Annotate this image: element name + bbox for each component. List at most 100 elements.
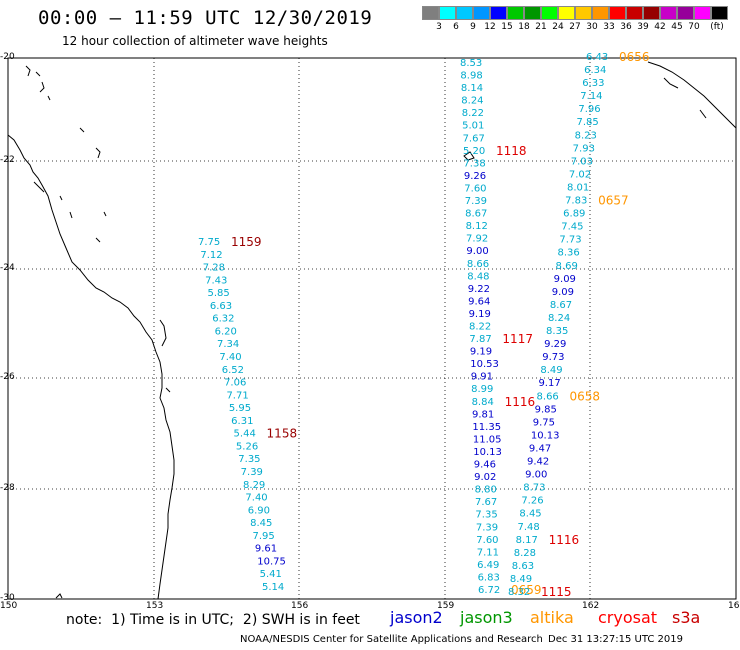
longitude-label: 165 [728,601,740,611]
scale-swatch [524,6,541,20]
wave-height-value: 5.95 [229,403,251,414]
map-subtitle: 12 hour collection of altimeter wave hei… [62,34,328,48]
wave-height-value: 7.43 [205,275,227,286]
wave-height-value: 8.66 [537,391,559,402]
wave-height-value: 9.29 [544,339,566,350]
scale-label: 27 [569,22,581,32]
wave-height-value: 6.63 [210,301,232,312]
wave-height-value: 7.75 [198,237,220,248]
scale-label: 24 [552,22,564,32]
pass-time-label: 1118 [496,144,527,158]
wave-height-value: 5.01 [462,121,484,132]
pass-time-label: 0658 [570,389,601,403]
map-title: 00:00 – 11:59 UTC 12/30/2019 [38,7,373,29]
wave-height-value: 11.05 [473,434,502,445]
wave-height-value: 9.22 [468,284,490,295]
wave-height-value: 9.19 [469,309,491,320]
scale-label: 39 [637,22,649,32]
pass-time-label: 1116 [549,533,580,547]
wave-height-value: 7.87 [469,334,491,345]
wave-height-value: 10.13 [531,430,560,441]
wave-height-value: 8.32 [508,587,530,598]
scale-label: (ft) [710,22,724,32]
wave-height-value: 10.13 [473,447,502,458]
pass-time-label: 1158 [267,427,298,441]
pass-time-label: 0659 [511,583,542,597]
wave-height-value: 8.35 [546,326,568,337]
latitude-label: -20 [0,52,15,62]
wave-height-value: 6.31 [231,416,253,427]
wave-height-color-scale [422,6,728,20]
wave-height-value: 6.43 [586,52,608,63]
wave-height-value: 7.38 [463,158,485,169]
wave-height-value: 9.61 [255,544,277,555]
scale-swatch [439,6,456,20]
wave-height-value: 6.90 [248,505,270,516]
wave-height-value: 7.40 [219,352,241,363]
wave-height-value: 6.83 [478,572,500,583]
footer-note: note: 1) Time is in UTC; 2) SWH is in fe… [66,612,360,628]
pass-time-label: 1117 [502,332,533,346]
wave-height-value: 9.81 [472,409,494,420]
wave-height-value: 8.12 [466,221,488,232]
wave-height-value: 9.19 [470,347,492,358]
wave-height-value: 8.45 [250,518,272,529]
wave-height-value: 5.26 [236,441,258,452]
wave-height-value: 8.98 [460,71,482,82]
wave-height-value: 7.93 [573,143,595,154]
scale-swatch [490,6,507,20]
scale-label: 42 [654,22,666,32]
wave-height-value: 7.34 [217,339,239,350]
wave-height-value: 7.28 [203,263,225,274]
wave-height-value: 7.02 [569,169,591,180]
wave-height-value: 9.09 [554,274,576,285]
wave-height-value: 8.49 [540,365,562,376]
wave-height-value: 11.35 [472,422,501,433]
wave-height-value: 5.85 [207,288,229,299]
scale-label: 33 [603,22,615,32]
scale-label: 9 [470,22,476,32]
wave-height-value: 6.52 [222,365,244,376]
longitude-label: 153 [146,601,164,611]
wave-height-value: 6.33 [582,78,604,89]
wave-height-value: 5.14 [262,582,284,593]
pass-time-label: 0657 [598,194,629,208]
scale-swatch [677,6,694,20]
wave-height-value: 8.24 [548,313,570,324]
satellite-name-s3a: s3a [672,608,701,627]
wave-height-value: 9.17 [538,378,560,389]
wave-height-value: 9.26 [464,171,486,182]
longitude-label: 150 [0,601,18,611]
wave-height-value: 7.48 [518,522,540,533]
wave-height-value: 7.39 [476,522,498,533]
wave-height-value: 8.80 [475,485,497,496]
satellite-name-cryosat: cryosat [598,608,658,627]
wave-height-value: 9.46 [474,460,496,471]
wave-height-value: 6.32 [212,314,234,325]
latitude-label: -24 [0,263,15,273]
wave-height-value: 8.23 [575,130,597,141]
wave-height-value: 7.92 [466,234,488,245]
wave-height-value: 9.42 [527,457,549,468]
latitude-label: -30 [0,593,15,603]
scale-swatch [541,6,558,20]
wave-height-value: 7.26 [521,496,543,507]
wave-height-value: 8.69 [556,261,578,272]
pass-time-label: 1116 [505,395,536,409]
wave-height-value: 7.06 [224,378,246,389]
graticule [8,58,736,599]
wave-height-value: 8.01 [567,182,589,193]
scale-label: 15 [501,22,513,32]
wave-height-value: 5.44 [234,429,256,440]
scale-swatch [575,6,592,20]
wave-height-value: 9.91 [471,372,493,383]
wave-height-value: 7.67 [463,133,485,144]
scale-label: 21 [535,22,547,32]
wave-height-value: 6.89 [563,209,585,220]
scale-label: 36 [620,22,632,32]
wave-height-value: 9.09 [552,287,574,298]
satellite-name-jason3: jason3 [460,608,513,627]
latitude-label: -22 [0,155,15,165]
wave-height-value: 7.60 [476,535,498,546]
